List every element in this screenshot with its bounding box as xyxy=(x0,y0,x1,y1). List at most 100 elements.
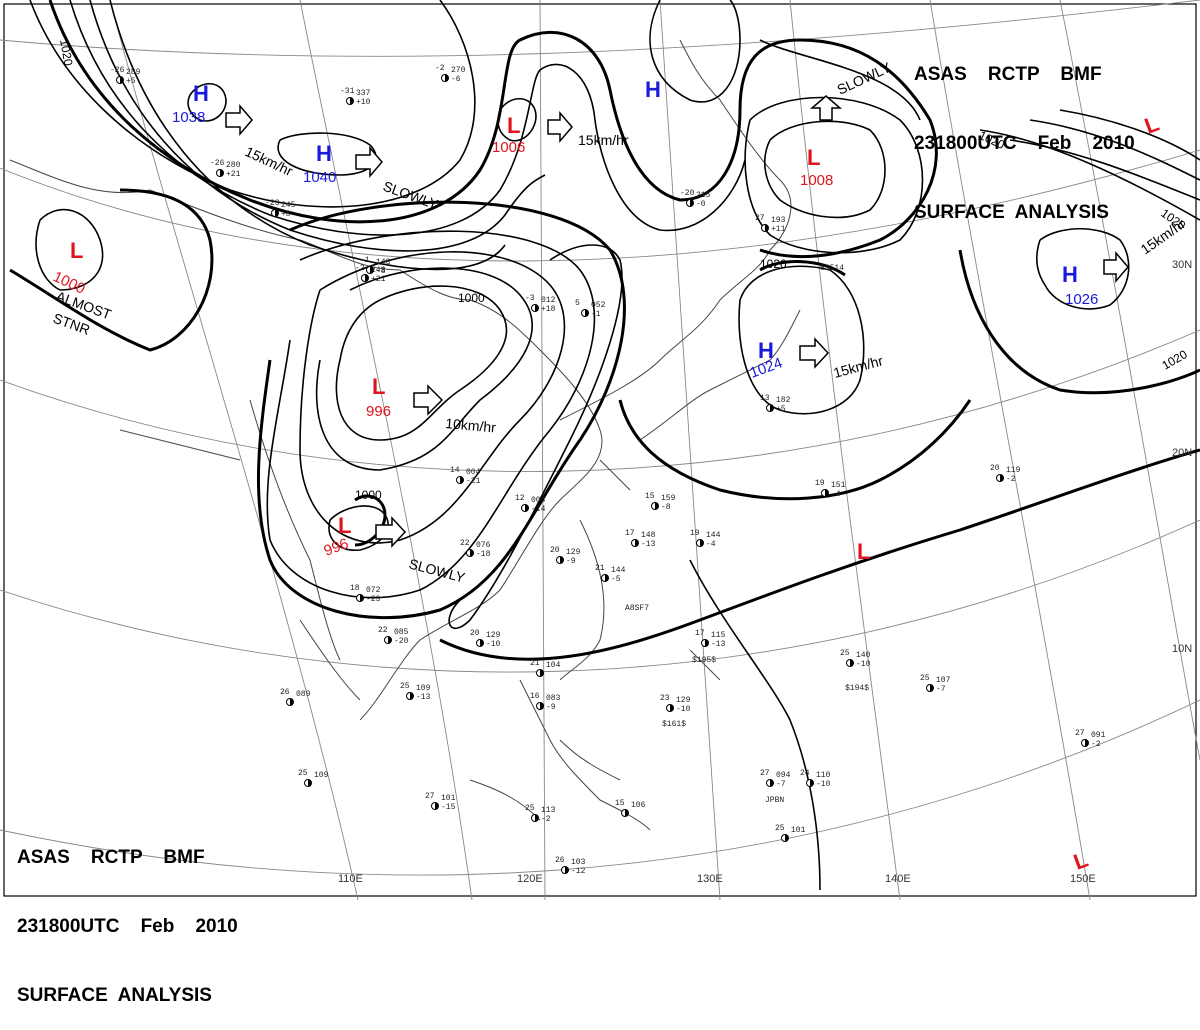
station-temperature: 25 xyxy=(775,824,785,833)
low-pressure-symbol: L xyxy=(807,145,820,170)
station-plot: -2 243+21 xyxy=(355,264,386,284)
cloud-cover-mark xyxy=(635,539,639,547)
cloud-cover-mark xyxy=(388,636,392,644)
longitude-label: 150E xyxy=(1070,873,1096,885)
cloud-cover-mark xyxy=(1085,739,1089,747)
longitude-label: 140E xyxy=(885,873,911,885)
station-pressure: 101 xyxy=(441,794,456,803)
station-pressure: 094 xyxy=(776,771,791,780)
cloud-cover-mark xyxy=(120,76,124,84)
station-plot: -31 337+10 xyxy=(340,87,371,107)
station-plot: 27 193+11 xyxy=(755,214,786,234)
station-plot: 25 109 xyxy=(298,769,329,787)
station-temperature: 20 xyxy=(990,464,1000,473)
cloud-cover-mark xyxy=(690,199,694,207)
station-code: $161$ xyxy=(662,720,686,729)
station-pressure: 243 xyxy=(371,266,386,275)
station-tendency: -9 xyxy=(566,557,576,566)
motion-arrows xyxy=(225,95,1129,548)
cloud-cover-mark xyxy=(370,266,374,274)
cloud-cover-mark xyxy=(560,556,564,564)
station-plot: 16 083-9 xyxy=(530,692,561,712)
station-pressure: 129 xyxy=(486,631,501,640)
station-pressure: 289 xyxy=(126,68,141,77)
pressure-value: 996 xyxy=(366,403,391,420)
station-plot: 25 101 xyxy=(775,824,806,842)
station-tendency: -13 xyxy=(711,640,726,649)
station-temperature: 26 xyxy=(280,688,290,697)
cloud-cover-mark xyxy=(290,698,294,706)
isobar-label: 1000 xyxy=(458,291,485,305)
station-pressure: 245 xyxy=(281,201,296,210)
station-tendency: -20 xyxy=(394,637,409,646)
station-tendency: +21 xyxy=(371,275,386,284)
station-temperature: 27 xyxy=(1075,729,1085,738)
isobar-label: 1000 xyxy=(355,488,382,502)
station-tendency: -0 xyxy=(696,200,706,209)
cloud-cover-mark xyxy=(1000,474,1004,482)
station-temperature: 13 xyxy=(760,394,770,403)
station-tendency: -21 xyxy=(466,477,481,486)
station-tendency: +11 xyxy=(771,225,786,234)
station-plot: 19 151-4 xyxy=(815,479,846,499)
station-temperature: 24 xyxy=(800,769,810,778)
axis-labels: 110E 120E 130E 140E 150E 30N 20N 10N xyxy=(338,259,1192,885)
station-pressure: 109 xyxy=(314,771,329,780)
cloud-cover-mark xyxy=(785,834,789,842)
station-temperature: 20 xyxy=(470,629,480,638)
cloud-cover-mark xyxy=(605,574,609,582)
station-temperature: 20 xyxy=(550,546,560,555)
pressure-value: 1008 xyxy=(800,172,833,189)
cloud-cover-mark xyxy=(525,504,529,512)
station-plot: 25 107-7 xyxy=(920,674,951,694)
station-plot: 22 085-20 xyxy=(378,626,409,646)
pressure-systems: H 1038 H 1040 L 1000 L 1006 H L 1008 H 1… xyxy=(50,77,1162,875)
station-pressure: 052 xyxy=(591,301,606,310)
station-tendency: -4 xyxy=(706,540,716,549)
station-temperature: 27 xyxy=(425,792,435,801)
misc-text: A8SF7 $195$ $161$ $194$ JPBN 6S514 xyxy=(625,264,869,805)
cloud-cover-mark xyxy=(360,594,364,602)
header-line-2: 231800UTC Feb 2010 xyxy=(914,133,1135,154)
cloud-cover-mark xyxy=(625,809,629,817)
station-temperature: 21 xyxy=(595,564,605,573)
low-pressure-symbol: L xyxy=(857,539,870,564)
station-pressure: 004 xyxy=(531,496,546,505)
station-plot: 27 094-7 xyxy=(760,769,791,789)
station-pressure: 106 xyxy=(631,801,646,810)
cloud-cover-mark xyxy=(770,404,774,412)
station-tendency: -7 xyxy=(776,780,786,789)
cloud-cover-mark xyxy=(765,224,769,232)
station-plot: 22 076-18 xyxy=(460,539,491,559)
station-plot: 15 159-8 xyxy=(645,492,676,512)
cloud-cover-mark xyxy=(435,802,439,810)
station-temperature: 15 xyxy=(645,492,655,501)
coastlines xyxy=(9,39,801,831)
cloud-cover-mark xyxy=(535,304,539,312)
cloud-cover-mark xyxy=(460,476,464,484)
station-temperature: 19 xyxy=(815,479,825,488)
station-plot: 21 104 xyxy=(530,659,561,677)
cloud-cover-mark xyxy=(445,74,449,82)
cloud-cover-mark xyxy=(410,692,414,700)
station-plot: 27 101-15 xyxy=(425,792,456,812)
station-pressure: 148 xyxy=(641,531,656,540)
station-plot: 18 072-23 xyxy=(350,584,381,604)
isobars xyxy=(9,0,1200,891)
station-pressure: 103 xyxy=(571,858,586,867)
station-pressure: 101 xyxy=(791,826,806,835)
station-tendency: -2 xyxy=(1091,740,1101,749)
station-code: $194$ xyxy=(845,684,869,693)
station-temperature: 27 xyxy=(760,769,770,778)
station-temperature: 22 xyxy=(378,626,388,635)
station-tendency: -6 xyxy=(451,75,461,84)
station-temperature: 17 xyxy=(625,529,635,538)
station-tendency: -13 xyxy=(641,540,656,549)
station-pressure: 072 xyxy=(366,586,381,595)
station-tendency: -7 xyxy=(936,685,946,694)
station-pressure: 085 xyxy=(394,628,409,637)
latitude-label: 20N xyxy=(1172,447,1192,459)
station-plot: -3 012+18 xyxy=(525,294,556,314)
station-tendency: +10 xyxy=(356,98,371,107)
station-tendency: -4 xyxy=(831,490,841,499)
